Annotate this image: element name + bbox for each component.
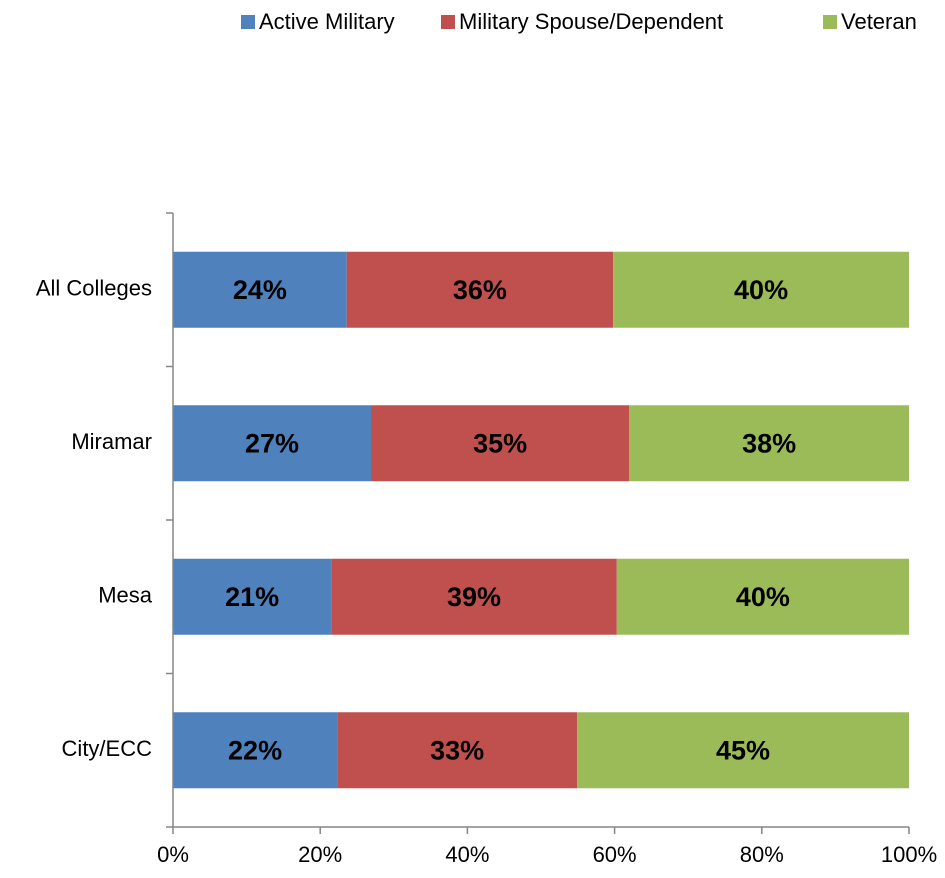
x-tick-label: 40% <box>445 842 489 867</box>
data-label: 33% <box>430 735 484 765</box>
bar-segment <box>173 712 338 789</box>
bar-segment <box>173 405 371 482</box>
y-tick-label: Mesa <box>98 583 153 608</box>
data-label: 22% <box>228 735 282 765</box>
bar-segment <box>337 712 578 789</box>
y-tick-label: City/ECC <box>62 736 153 761</box>
bar-segment <box>370 405 630 482</box>
x-tick-label: 20% <box>298 842 342 867</box>
bar-segment <box>173 251 347 328</box>
data-label: 39% <box>447 582 501 612</box>
y-tick-label: Miramar <box>71 429 152 454</box>
legend-swatch <box>823 15 837 29</box>
bar-segment <box>331 558 617 635</box>
x-tick-label: 0% <box>157 842 189 867</box>
data-label: 40% <box>736 582 790 612</box>
data-label: 38% <box>742 428 796 458</box>
legend-label: Veteran <box>841 9 917 34</box>
data-label: 27% <box>245 428 299 458</box>
bar-segment <box>346 251 614 328</box>
data-label: 21% <box>225 582 279 612</box>
bar-segment <box>616 558 909 635</box>
x-tick-label: 100% <box>881 842 937 867</box>
data-label: 36% <box>453 275 507 305</box>
y-tick-label: All Colleges <box>36 276 152 301</box>
bar-segment <box>577 712 909 789</box>
legend-swatch <box>241 15 255 29</box>
bar-segment <box>173 558 332 635</box>
legend-swatch <box>441 15 455 29</box>
data-label: 24% <box>233 275 287 305</box>
legend-label: Active Military <box>259 9 395 34</box>
bar-segment <box>629 405 909 482</box>
x-tick-label: 60% <box>593 842 637 867</box>
data-label: 40% <box>734 275 788 305</box>
bar-segment <box>613 251 909 328</box>
data-label: 45% <box>716 735 770 765</box>
data-label: 35% <box>473 428 527 458</box>
legend-label: Military Spouse/Dependent <box>459 9 723 34</box>
x-tick-label: 80% <box>740 842 784 867</box>
